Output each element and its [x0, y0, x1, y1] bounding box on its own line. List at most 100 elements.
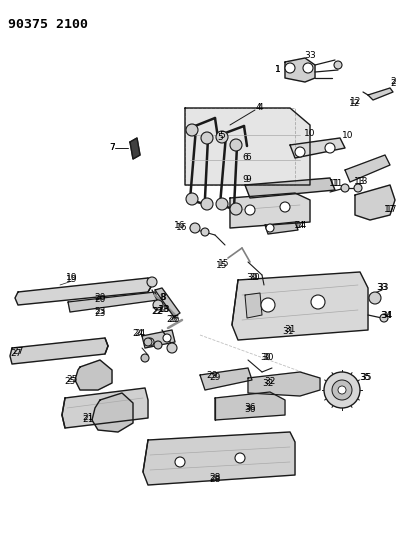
Polygon shape: [355, 185, 395, 220]
Text: 21: 21: [82, 414, 94, 423]
Polygon shape: [368, 88, 393, 100]
Text: 8: 8: [159, 293, 165, 302]
Circle shape: [141, 354, 149, 362]
Polygon shape: [290, 138, 345, 158]
Circle shape: [280, 202, 290, 212]
Circle shape: [332, 380, 352, 400]
Circle shape: [147, 277, 157, 287]
Circle shape: [201, 228, 209, 236]
Polygon shape: [248, 372, 320, 396]
Circle shape: [325, 143, 335, 153]
Text: 5: 5: [217, 133, 223, 142]
Text: 30: 30: [249, 273, 260, 282]
Text: 1: 1: [275, 66, 281, 75]
Circle shape: [311, 295, 325, 309]
Polygon shape: [92, 393, 133, 432]
Text: 30: 30: [261, 353, 271, 362]
Circle shape: [261, 298, 275, 312]
Polygon shape: [62, 388, 148, 428]
Text: 4: 4: [257, 102, 263, 111]
Text: 25: 25: [66, 376, 78, 384]
Text: 23: 23: [94, 308, 106, 317]
Text: 28: 28: [209, 475, 221, 484]
Text: 29: 29: [209, 374, 221, 383]
Text: 90375 2100: 90375 2100: [8, 18, 88, 31]
Polygon shape: [245, 178, 335, 198]
Polygon shape: [200, 368, 252, 390]
Circle shape: [201, 198, 213, 210]
Polygon shape: [15, 278, 152, 305]
Polygon shape: [232, 272, 368, 340]
Circle shape: [153, 300, 163, 310]
Text: 17: 17: [384, 206, 396, 214]
Polygon shape: [245, 293, 262, 318]
Text: 9: 9: [242, 175, 248, 184]
Text: 14: 14: [296, 222, 308, 230]
Text: 9: 9: [245, 175, 251, 184]
Circle shape: [167, 343, 177, 353]
Circle shape: [190, 223, 200, 233]
Text: 7: 7: [109, 143, 115, 152]
Text: 20: 20: [94, 295, 106, 304]
Text: 5: 5: [219, 132, 225, 141]
Circle shape: [154, 341, 162, 349]
Polygon shape: [285, 58, 315, 82]
Text: 30: 30: [246, 273, 258, 282]
Text: 4: 4: [255, 102, 261, 111]
Text: 15: 15: [218, 259, 230, 268]
Circle shape: [369, 292, 381, 304]
Circle shape: [235, 453, 245, 463]
Text: 33: 33: [376, 284, 388, 293]
Text: 34: 34: [381, 311, 393, 319]
Text: 11: 11: [329, 180, 341, 189]
Text: 19: 19: [66, 273, 78, 282]
Text: 19: 19: [66, 274, 78, 284]
Circle shape: [324, 372, 360, 408]
Text: 10: 10: [342, 131, 354, 140]
Text: 29: 29: [206, 372, 218, 381]
Text: 31: 31: [282, 327, 294, 336]
Text: 22: 22: [151, 308, 163, 317]
Text: 36: 36: [244, 403, 256, 413]
Circle shape: [285, 63, 295, 73]
Text: 26: 26: [166, 316, 178, 325]
Text: 2: 2: [390, 79, 396, 88]
Text: 11: 11: [332, 179, 344, 188]
Polygon shape: [130, 138, 140, 159]
Text: 27: 27: [10, 349, 22, 358]
Text: 24: 24: [132, 328, 144, 337]
Text: 32: 32: [263, 378, 274, 387]
Polygon shape: [215, 392, 285, 420]
Text: 14: 14: [294, 221, 306, 230]
Text: 22: 22: [152, 308, 164, 317]
Circle shape: [216, 131, 228, 143]
Text: 12: 12: [350, 98, 362, 107]
Circle shape: [144, 338, 152, 346]
Polygon shape: [142, 330, 175, 348]
Text: 34: 34: [380, 311, 392, 319]
Circle shape: [295, 147, 305, 157]
Text: 26: 26: [168, 316, 179, 325]
Text: 27: 27: [12, 348, 24, 357]
Text: 25: 25: [64, 377, 76, 386]
Text: 7: 7: [109, 142, 115, 151]
Text: 1: 1: [275, 66, 281, 75]
Text: 28: 28: [209, 473, 221, 482]
Text: 13: 13: [357, 176, 369, 185]
Text: 24: 24: [134, 328, 146, 337]
Text: 2: 2: [390, 77, 396, 86]
Circle shape: [230, 203, 242, 215]
Text: 6: 6: [242, 154, 248, 163]
Text: 8: 8: [160, 294, 166, 303]
Circle shape: [216, 198, 228, 210]
Circle shape: [334, 61, 342, 69]
Text: 23: 23: [94, 309, 106, 318]
Circle shape: [146, 338, 154, 346]
Text: 35: 35: [360, 374, 372, 383]
Text: 13: 13: [354, 176, 366, 185]
Text: 33: 33: [377, 282, 389, 292]
Circle shape: [230, 139, 242, 151]
Text: 20: 20: [94, 294, 106, 303]
Text: 3: 3: [304, 52, 310, 61]
Polygon shape: [68, 292, 158, 312]
